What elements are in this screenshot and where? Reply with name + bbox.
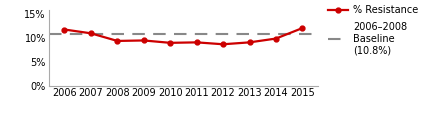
Legend: % Resistance, 2006–2008
Baseline
(10.8%): % Resistance, 2006–2008 Baseline (10.8%) — [328, 5, 418, 55]
